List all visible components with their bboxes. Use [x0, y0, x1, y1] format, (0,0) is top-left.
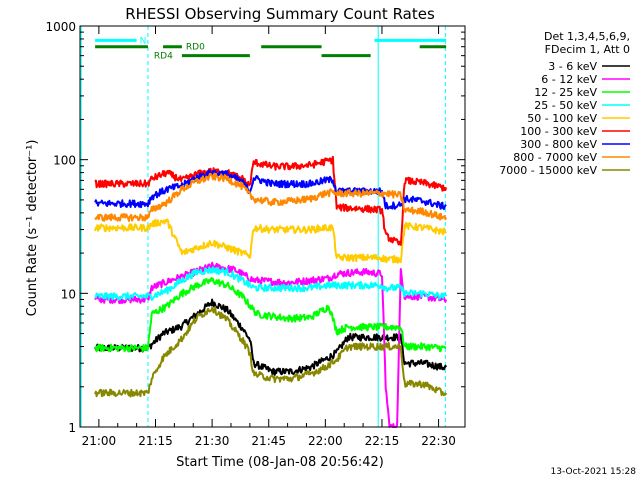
- annotation-label-3: RD4: [154, 52, 173, 62]
- annotation-label-2: RD0: [186, 43, 205, 53]
- series-line-8: [94, 172, 448, 222]
- series-line-3: [94, 277, 447, 353]
- x-tick-label-2: 21:15: [138, 434, 173, 448]
- series-line-4: [94, 266, 448, 301]
- series-line-7: [94, 169, 447, 211]
- x-tick-label-6: 22:15: [365, 434, 400, 448]
- x-tick-label-5: 22:00: [308, 434, 343, 448]
- legend-header-1: Det 1,3,4,5,6,9,: [544, 30, 630, 43]
- y-tick-label-2: 10: [61, 287, 76, 301]
- vertical-markers: [80, 26, 446, 427]
- legend-label-2: 6 - 12 keV: [541, 73, 597, 86]
- x-axis-label: Start Time (08-Jan-08 20:56:42): [176, 455, 384, 470]
- series-line-6: [94, 155, 448, 246]
- x-tick-label-1: 21:00: [82, 434, 117, 448]
- data-series: [94, 155, 448, 428]
- series-line-9: [94, 305, 448, 398]
- legend-label-6: 100 - 300 keV: [520, 125, 597, 138]
- legend-label-7: 300 - 800 keV: [520, 138, 597, 151]
- legend-label-5: 50 - 100 keV: [527, 112, 597, 125]
- x-tick-label-7: 22:30: [421, 434, 456, 448]
- x-tick-label-4: 21:45: [251, 434, 286, 448]
- x-tick-label-3: 21:30: [195, 434, 230, 448]
- legend-label-1: 3 - 6 keV: [548, 60, 597, 73]
- axes: 21:00 21:15 21:30 21:45 22:00 22:15 22:30 1 10 10…: [45, 20, 465, 448]
- legend-header-2: FDecim 1, Att 0: [545, 43, 630, 56]
- legend-label-8: 800 - 7000 keV: [513, 151, 597, 164]
- series-line-2: [94, 261, 448, 428]
- y-axis-label: Count Rate (s⁻¹ detector⁻¹): [25, 140, 40, 317]
- date-stamp: 13-Oct-2021 15:28: [551, 467, 637, 477]
- y-tick-label-3: 100: [53, 154, 76, 168]
- y-tick-label-1: 1: [68, 421, 76, 435]
- legend-label-4: 25 - 50 keV: [534, 99, 597, 112]
- series-line-1: [94, 298, 448, 376]
- plot-frame: [79, 25, 466, 428]
- legend-label-9: 7000 - 15000 keV: [499, 164, 597, 177]
- chart-title: RHESSI Observing Summary Count Rates: [125, 5, 435, 23]
- legend-label-3: 12 - 25 keV: [534, 86, 597, 99]
- annotation-label-1: N: [140, 36, 147, 46]
- status-annotations: N RD0 RD4: [95, 36, 447, 62]
- legend: Det 1,3,4,5,6,9,FDecim 1, Att 0 3 - 6 keV…: [499, 30, 630, 177]
- series-line-5: [94, 218, 447, 264]
- y-tick-label-4: 1000: [45, 20, 76, 34]
